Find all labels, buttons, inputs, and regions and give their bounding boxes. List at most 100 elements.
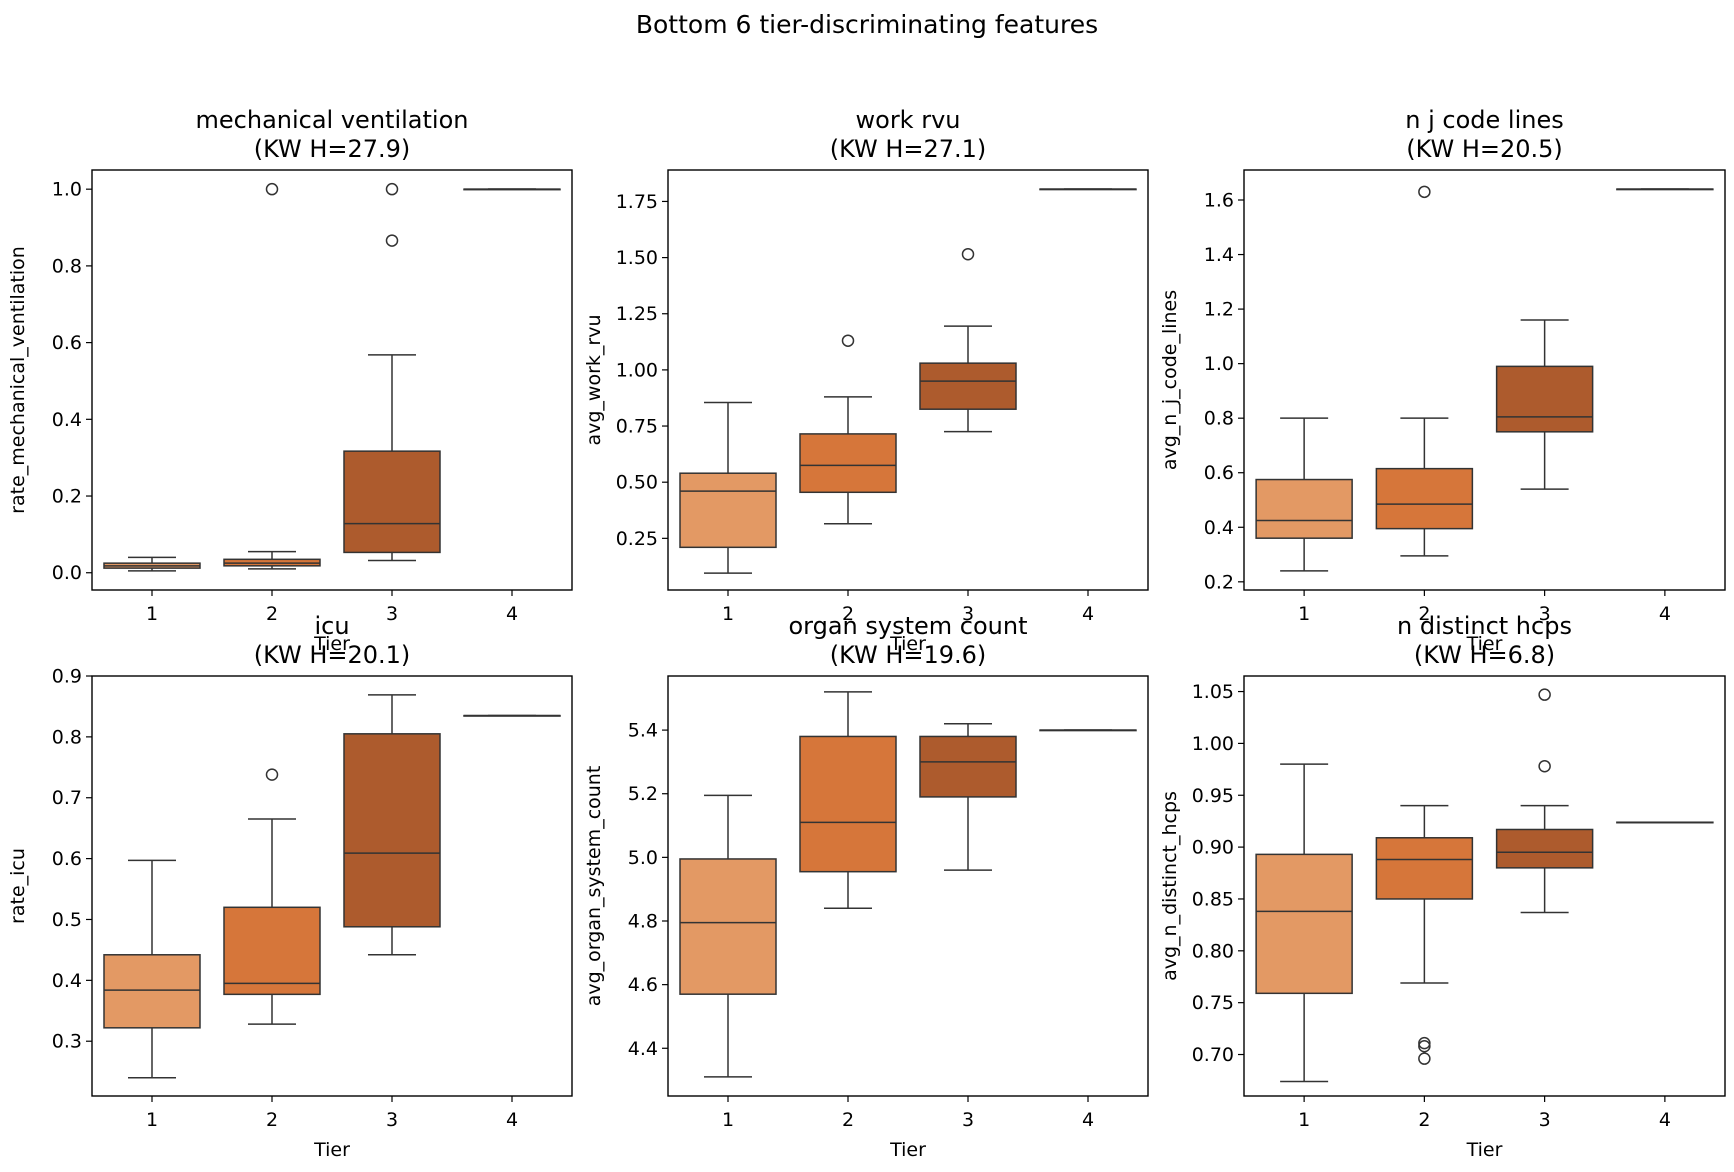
box-tier-3 [919, 722, 1017, 871]
subplot-1: mechanical ventilation(KW H=27.9) 0.0 0.2 0… [7, 106, 573, 655]
subplot-2: work rvu(KW H=27.1) 0.25 0.50 0.75 1.00 1.25 1… [583, 106, 1149, 655]
y-tick-label: 0.8 [52, 726, 82, 748]
box-tier-1 [103, 556, 201, 572]
y-tick-label: 5.0 [628, 847, 658, 869]
box-iqr [679, 858, 777, 995]
y-tick-label: 1.0 [52, 179, 82, 201]
x-axis-label: Tier [889, 1139, 926, 1161]
x-tick-label: 2 [1418, 1109, 1430, 1131]
outlier-point [385, 234, 399, 247]
x-tick-label: 3 [386, 1109, 398, 1131]
y-tick-label: 0.5 [52, 909, 82, 931]
y-tick-label: 1.25 [616, 303, 658, 325]
box-iqr [679, 472, 777, 549]
y-tick-label: 0.75 [616, 416, 658, 438]
x-tick-label: 4 [1082, 603, 1094, 625]
outlier-point [841, 334, 855, 347]
y-tick-label: 4.8 [628, 911, 658, 933]
box-iqr [919, 735, 1017, 798]
y-tick-label: 0.50 [616, 472, 658, 494]
box-iqr [1255, 853, 1353, 995]
y-tick-label: 0.4 [52, 409, 82, 431]
y-tick-label: 1.6 [1204, 190, 1234, 212]
subplot-title: n j code lines [1405, 106, 1563, 134]
box-tier-1 [679, 794, 777, 1078]
y-tick-label: 4.4 [628, 1038, 658, 1060]
y-tick-label: 0.8 [1204, 408, 1234, 430]
x-tick-label: 4 [506, 1109, 518, 1131]
outlier-point [1418, 1039, 1431, 1053]
y-tick-label: 0.6 [52, 332, 82, 354]
y-tick-label: 1.05 [1192, 681, 1234, 703]
x-tick-label: 4 [1082, 1109, 1094, 1131]
axes-frame [1243, 169, 1726, 591]
subplot-subtitle: (KW H=27.9) [254, 135, 411, 163]
box-tier-1 [103, 859, 201, 1079]
box-tier-2 [799, 691, 897, 910]
y-tick-label: 4.6 [628, 974, 658, 996]
box-iqr [1495, 828, 1594, 869]
y-tick-label: 5.4 [628, 720, 658, 742]
y-axis-label: avg_work_rvu [583, 314, 605, 445]
box-tier-4 [1039, 188, 1137, 191]
x-tick-label: 3 [1539, 1109, 1551, 1131]
y-tick-label: 0.90 [1192, 837, 1234, 859]
box-tier-3 [1495, 688, 1594, 914]
box-iqr [103, 954, 201, 1029]
subplot-title: work rvu [856, 106, 961, 134]
subplot-title: n distinct hcps [1397, 612, 1572, 640]
y-tick-label: 0.0 [52, 562, 82, 584]
box-tier-3 [343, 694, 441, 956]
outlier-point [1418, 1036, 1431, 1050]
subplot-subtitle: (KW H=27.1) [830, 135, 987, 163]
subplot-5: organ system count(KW H=19.6) 4.4 4.6 4.8 5.… [583, 612, 1149, 1161]
y-axis-label: avg_organ_system_count [583, 766, 605, 1007]
box-tier-4 [1616, 188, 1714, 191]
axes-frame [91, 675, 573, 1097]
subplot-title: mechanical ventilation [196, 106, 469, 134]
box-iqr [1375, 837, 1474, 900]
x-tick-label: 2 [842, 603, 854, 625]
x-axis-label: Tier [313, 633, 350, 655]
x-tick-label: 3 [1539, 603, 1551, 625]
box-iqr [343, 450, 441, 554]
y-tick-label: 0.7 [52, 787, 82, 809]
box-iqr [799, 433, 897, 494]
x-tick-label: 1 [1298, 1109, 1310, 1131]
box-iqr [1375, 467, 1474, 530]
box-iqr [223, 906, 321, 996]
y-axis-label: rate_icu [7, 848, 29, 924]
x-axis-label: Tier [889, 633, 926, 655]
y-tick-label: 0.75 [1192, 992, 1234, 1014]
box-tier-1 [679, 401, 777, 574]
outlier-point [1418, 1052, 1431, 1065]
x-tick-label: 2 [266, 603, 278, 625]
y-tick-label: 1.4 [1204, 244, 1234, 266]
figure-title: Bottom 6 tier-discriminating features [635, 10, 1099, 39]
subplot-3: n j code lines(KW H=20.5) 0.2 0.4 0.6 0.8 1.0… [1159, 106, 1726, 655]
box-iqr [919, 362, 1017, 410]
axes-frame [91, 169, 573, 591]
x-tick-label: 3 [962, 603, 974, 625]
box-tier-4 [1616, 821, 1714, 824]
box-tier-4 [1039, 729, 1137, 732]
y-tick-label: 0.2 [1204, 571, 1234, 593]
x-tick-label: 1 [722, 603, 734, 625]
x-tick-label: 1 [1298, 603, 1310, 625]
box-tier-3 [343, 182, 441, 562]
outlier-point [1538, 688, 1551, 701]
x-tick-label: 1 [146, 1109, 158, 1131]
box-tier-2 [223, 182, 321, 570]
x-tick-label: 2 [266, 1109, 278, 1131]
y-axis-label: rate_mechanical_ventilation [7, 246, 29, 514]
outlier-point [1538, 759, 1551, 773]
y-tick-label: 0.6 [1204, 462, 1234, 484]
y-tick-label: 0.70 [1192, 1044, 1234, 1066]
x-axis-label: Tier [313, 1139, 350, 1161]
x-tick-label: 4 [506, 603, 518, 625]
x-tick-label: 4 [1659, 1109, 1671, 1131]
box-tier-3 [1495, 319, 1594, 490]
subplot-subtitle: (KW H=20.5) [1406, 135, 1563, 163]
y-tick-label: 0.8 [52, 255, 82, 277]
